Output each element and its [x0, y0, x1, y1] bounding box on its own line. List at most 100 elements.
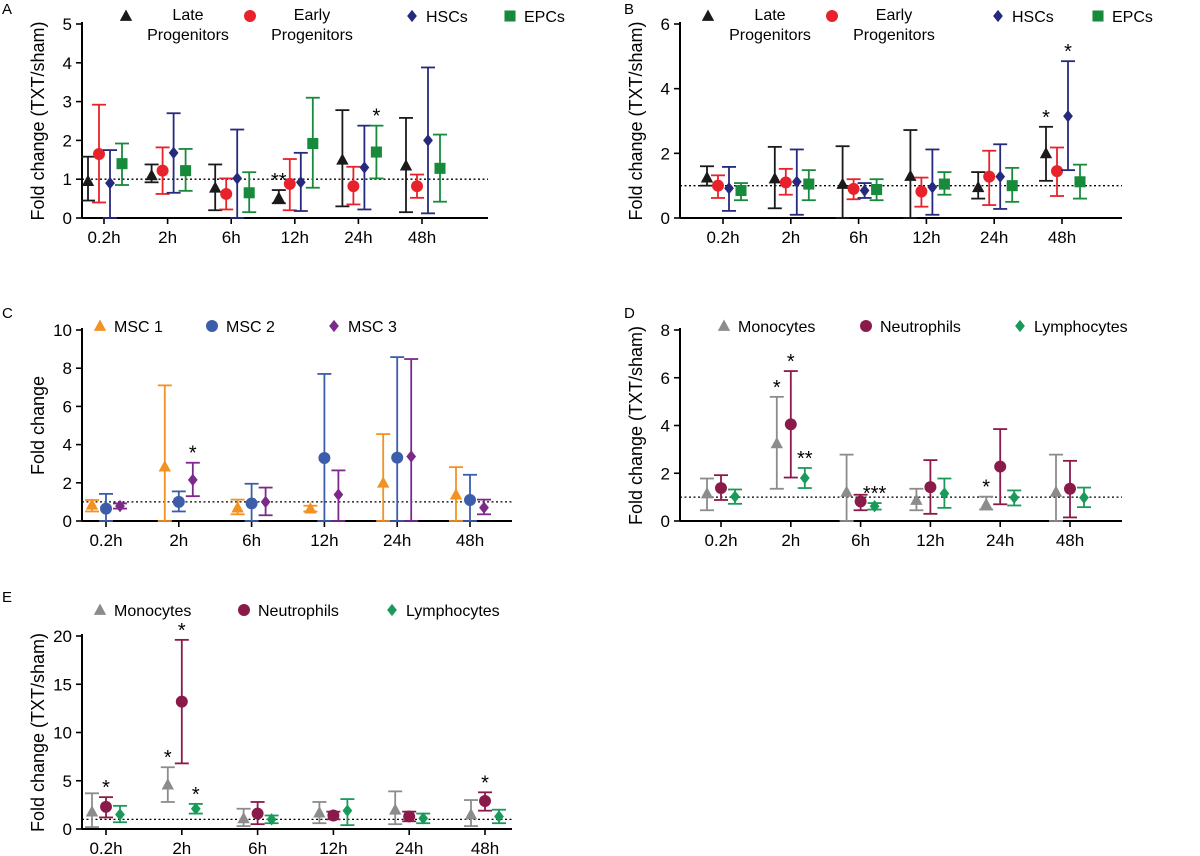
legend-label: MSC 3 — [348, 319, 397, 336]
data-point — [231, 501, 244, 513]
data-point — [307, 137, 319, 150]
data-point — [93, 148, 105, 160]
y-tick-label: 20 — [53, 627, 72, 646]
x-tick-label: 0.2h — [89, 839, 122, 856]
data-point — [105, 176, 115, 190]
data-point — [85, 498, 99, 510]
data-point — [295, 176, 306, 189]
legend-label: Progenitors — [729, 27, 811, 44]
x-tick-label: 48h — [1056, 531, 1084, 550]
y-tick-label: 6 — [661, 369, 670, 388]
data-point — [494, 810, 504, 823]
data-point — [847, 182, 860, 195]
significance-star: * — [102, 777, 110, 799]
y-tick-label: 0 — [661, 512, 670, 531]
data-point — [313, 806, 326, 818]
data-point — [187, 473, 198, 487]
legend-label: Late — [754, 7, 785, 24]
data-point — [304, 502, 317, 514]
data-point — [172, 495, 185, 508]
data-point — [910, 493, 923, 505]
data-point — [423, 134, 433, 147]
data-point — [1039, 146, 1053, 159]
x-tick-label: 24h — [344, 228, 372, 247]
data-point — [799, 471, 810, 485]
data-point — [156, 164, 169, 177]
y-tick-label: 10 — [53, 724, 72, 743]
x-tick-label: 48h — [408, 228, 436, 247]
y-tick-label: 0 — [63, 820, 72, 839]
legend-marker — [387, 603, 397, 617]
data-point — [100, 502, 112, 515]
legend-label: Neutrophils — [880, 319, 961, 336]
data-point — [803, 178, 815, 190]
y-tick-label: 5 — [63, 772, 72, 791]
x-tick-label: 48h — [1048, 228, 1076, 247]
data-point — [994, 460, 1007, 473]
y-tick-label: 0 — [661, 209, 670, 228]
data-point — [161, 778, 174, 790]
chart-panel-b: B Fold change (TXT/sham) 0 2 4 6 0.2h 2h 6h 12h 24… — [624, 1, 1153, 247]
data-point — [927, 181, 938, 194]
data-point — [735, 184, 747, 197]
data-point — [995, 170, 1006, 183]
data-point — [779, 176, 792, 189]
data-point — [915, 185, 928, 198]
data-point — [836, 177, 849, 189]
series-hscs — [103, 66, 435, 219]
y-tick-label: 4 — [661, 80, 670, 99]
x-tick-label: 48h — [471, 839, 499, 856]
series-monocytes: ** — [700, 377, 1063, 522]
y-tick-label: 2 — [63, 474, 72, 493]
data-point — [700, 171, 714, 183]
data-point — [700, 487, 714, 499]
x-tick-label: 12h — [912, 228, 940, 247]
data-point — [359, 161, 370, 174]
data-point — [768, 172, 781, 184]
significance-star: * — [178, 620, 186, 642]
x-tick-label: 12h — [310, 531, 338, 550]
data-point — [243, 187, 255, 199]
data-point — [1051, 165, 1063, 178]
data-point — [209, 181, 222, 193]
y-tick-label: 2 — [661, 144, 670, 163]
data-point — [168, 146, 179, 159]
legend-marker — [826, 10, 838, 22]
legend-marker — [993, 9, 1003, 23]
legend-label: HSCs — [1012, 9, 1054, 26]
y-tick-label: 10 — [53, 321, 72, 340]
legend-label: Late — [172, 7, 203, 24]
legend-marker — [1092, 10, 1104, 22]
data-point — [1049, 485, 1063, 497]
data-point — [871, 184, 883, 196]
data-point — [904, 169, 917, 181]
series-monocytes: * — [85, 747, 478, 828]
x-tick-label: 2h — [158, 228, 177, 247]
data-point — [406, 450, 417, 463]
legend-marker — [860, 320, 872, 332]
data-point — [81, 174, 95, 187]
series-msc-1 — [85, 384, 463, 522]
x-tick-label: 6h — [248, 839, 267, 856]
legend-label: Monocytes — [738, 319, 815, 336]
data-point — [479, 501, 489, 514]
legend-marker — [244, 10, 256, 22]
legend-label: EPCs — [524, 9, 565, 26]
y-axis-label: Fold change (TXT/sham) — [626, 326, 646, 525]
data-point — [939, 487, 950, 500]
data-point — [449, 488, 463, 500]
y-tick-label: 3 — [63, 93, 72, 112]
legend-label: Monocytes — [114, 603, 191, 620]
data-point — [770, 436, 783, 449]
data-point — [100, 800, 112, 813]
y-tick-label: 2 — [63, 131, 72, 150]
legend-label: HSCs — [426, 9, 468, 26]
panel-label: C — [2, 305, 13, 322]
legend-label: Lymphocytes — [406, 603, 500, 620]
data-point — [85, 805, 99, 817]
y-tick-label: 4 — [661, 417, 670, 436]
data-point — [983, 170, 996, 183]
significance-star: * — [373, 106, 381, 128]
data-point — [869, 500, 880, 513]
legend-label: Progenitors — [271, 27, 353, 44]
